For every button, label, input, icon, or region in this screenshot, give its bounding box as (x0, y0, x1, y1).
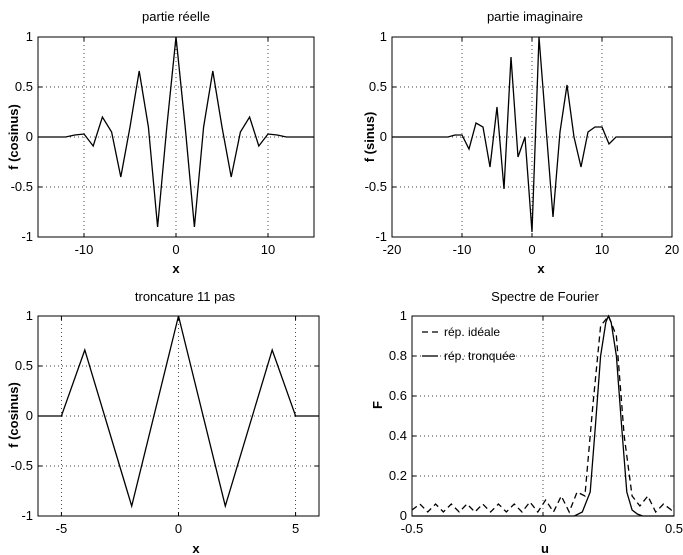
chart-2-ytick-label: 0.5 (369, 79, 387, 94)
chart-2-title: partie imaginaire (487, 9, 583, 24)
chart-4-ytick-label: 0.6 (389, 388, 407, 403)
chart-2-xtick-label: 10 (595, 242, 609, 257)
chart-4-ytick-label: 0.4 (389, 428, 407, 443)
chart-4-ytick-label: 1 (400, 308, 407, 323)
chart-3-xlabel: x (192, 541, 200, 555)
chart-3-xtick-label: -5 (56, 521, 68, 536)
chart-3-ytick-label: 0.5 (15, 358, 33, 373)
chart-3-ytick-label: -1 (21, 508, 33, 523)
chart-3-ytick-label: 0 (26, 408, 33, 423)
chart-1-ytick-label: -1 (21, 229, 33, 244)
chart-1-xtick-label: -10 (75, 242, 94, 257)
chart-2-series-1-line (392, 36, 672, 233)
chart-3-xtick-label: 0 (175, 521, 182, 536)
chart-3-ytick-label: -0.5 (11, 458, 33, 473)
chart-1-xlabel: x (172, 261, 180, 276)
chart-2-xtick-label: 20 (665, 242, 679, 257)
chart-4-title: Spectre de Fourier (491, 289, 599, 304)
chart-4-ytick-label: 0 (400, 508, 407, 523)
chart-1-ytick-label: -0.5 (11, 179, 33, 194)
chart-4-xtick-label: 0.5 (665, 521, 683, 536)
chart-4-ylabel: F (370, 401, 385, 409)
chart-1-ytick-label: 1 (26, 29, 33, 44)
chart-1-ytick-label: 0.5 (15, 79, 33, 94)
chart-1-xtick-label: 10 (261, 242, 275, 257)
chart-3-title: troncature 11 pas (135, 289, 236, 304)
chart-4-series-1-line (411, 314, 675, 514)
chart-4-ytick-label: 0.8 (389, 348, 407, 363)
chart-3-series-1-line (38, 315, 319, 509)
legend-label-1: rép. idéale (444, 325, 500, 339)
chart-2-ylabel: f (sinus) (362, 112, 377, 163)
chart-1-series-1-line (38, 36, 314, 228)
chart-4-xlabel: u (541, 541, 549, 555)
legend-label-2: rép. tronquée (444, 349, 516, 363)
chart-1-ytick-label: 0 (26, 129, 33, 144)
chart-4-series-2-line (412, 314, 674, 517)
chart-2-ytick-label: -0.5 (365, 179, 387, 194)
chart-2-xtick-label: -20 (383, 242, 402, 257)
chart-panel-3: troncature 11 pas x f (cosinus) -5 0 5 -1 -0… (6, 289, 320, 555)
chart-1-ylabel: f (cosinus) (6, 104, 21, 170)
chart-4-xtick-label: -0.5 (401, 521, 423, 536)
chart-3-ytick-label: 1 (26, 308, 33, 323)
chart-panel-1: partie réelle x f (cosinus) -10 0 10-1-0.5… (6, 9, 315, 276)
chart-3-ylabel: f (cosinus) (6, 382, 21, 448)
chart-2-ytick-label: -1 (375, 229, 387, 244)
chart-panel-4: Spectre de Fourier u F -0.5 0 0.500.20.40.… (370, 289, 683, 555)
chart-2-ytick-label: 1 (380, 29, 387, 44)
chart-4-ytick-label: 0.2 (389, 468, 407, 483)
chart-2-xtick-label: -10 (453, 242, 472, 257)
chart-2-ytick-label: 0 (380, 129, 387, 144)
chart-panel-2: partie imaginaire x f (sinus) -20 -10 0 10 2… (362, 9, 679, 276)
chart-2-xlabel: x (537, 261, 545, 276)
chart-4-xtick-label: 0 (539, 521, 546, 536)
chart-1-xtick-label: 0 (172, 242, 179, 257)
chart-1-title: partie réelle (142, 9, 210, 24)
chart-3-xtick-label: 5 (292, 521, 299, 536)
chart-2-xtick-label: 0 (528, 242, 535, 257)
